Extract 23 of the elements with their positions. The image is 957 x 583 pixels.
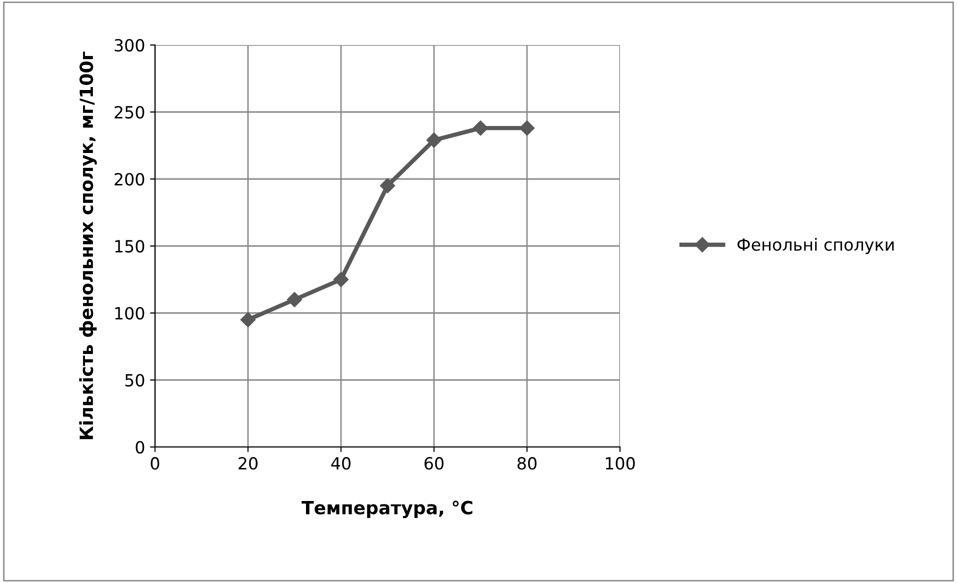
x-tick-label: 0 [150,457,160,470]
y-axis-title: Кількість фенольних сполук, мг/100г [79,52,97,440]
y-tick-label: 0 [136,440,144,454]
point [380,178,396,194]
y-tick-label: 200 [114,172,144,186]
point [426,132,442,148]
y-tick-label: 300 [114,38,144,52]
point [240,312,256,328]
x-tick-label: 60 [424,457,444,470]
point [472,120,488,136]
legend-label: Фенольні сполуки [737,238,894,254]
x-tick-label: 40 [331,457,350,470]
y-tick-label: 100 [115,306,144,320]
point [519,120,535,136]
y-tick-label: 50 [125,374,144,387]
x-axis-title: Температура, °С [302,500,472,518]
point [286,292,302,308]
x-tick-label: 80 [518,457,536,470]
x-tick-label: 100 [606,457,635,470]
point [333,272,349,288]
x-tick-label: 20 [238,457,258,470]
y-tick-label: 150 [115,240,144,253]
y-tick-label: 250 [114,106,144,119]
